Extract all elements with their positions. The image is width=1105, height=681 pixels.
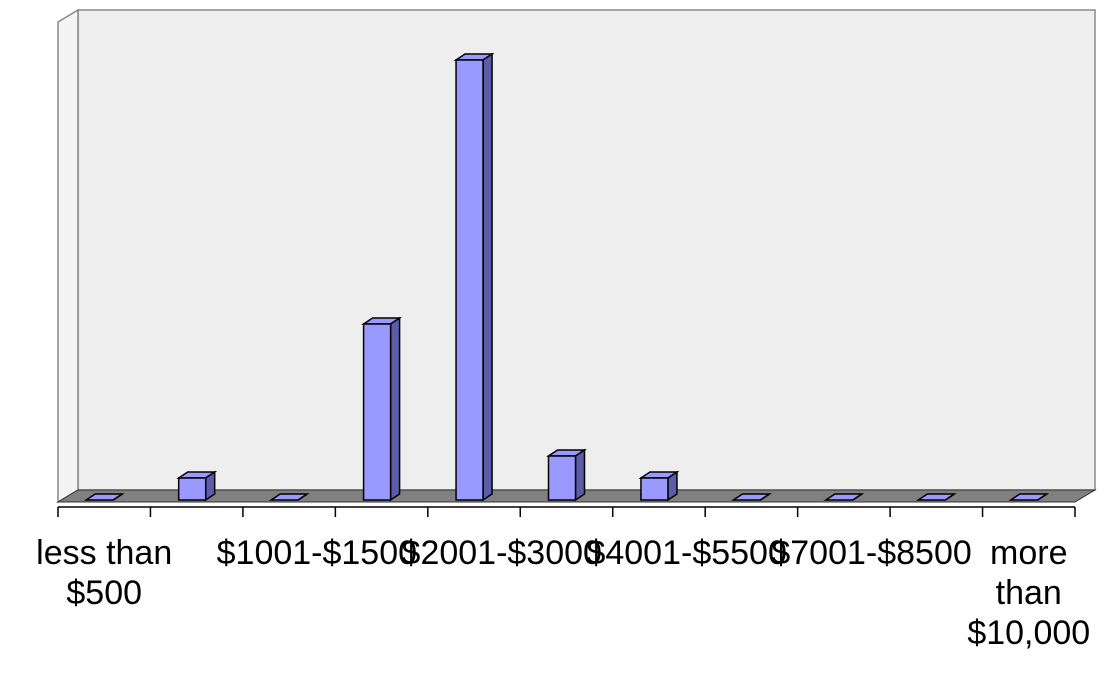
side-wall [57, 8, 79, 504]
x-tick-label: $1001-$1500 [216, 534, 418, 572]
bar-side [1037, 493, 1048, 501]
x-tick-label: $2001-$3000 [401, 534, 602, 572]
bar-side [944, 493, 955, 501]
bar [640, 477, 669, 501]
bar-side [204, 470, 216, 502]
bar-side [389, 316, 401, 502]
x-tick-label: more than $10,000 [967, 534, 1091, 652]
bar [362, 323, 392, 501]
bar-side [667, 470, 678, 502]
bar-side [759, 493, 770, 501]
bar-side [852, 493, 863, 501]
bar-side [574, 448, 586, 502]
x-tick-label: $7001-$8500 [771, 534, 972, 572]
bar-side [112, 493, 123, 501]
x-tick-label: $4001-$5500 [586, 534, 787, 572]
bar [547, 455, 577, 501]
x-tick-label: less than $500 [36, 534, 173, 612]
bar [177, 477, 207, 501]
bar [455, 59, 484, 501]
bar-side [297, 493, 308, 501]
bar-side [482, 52, 493, 502]
back-wall [77, 9, 1096, 491]
